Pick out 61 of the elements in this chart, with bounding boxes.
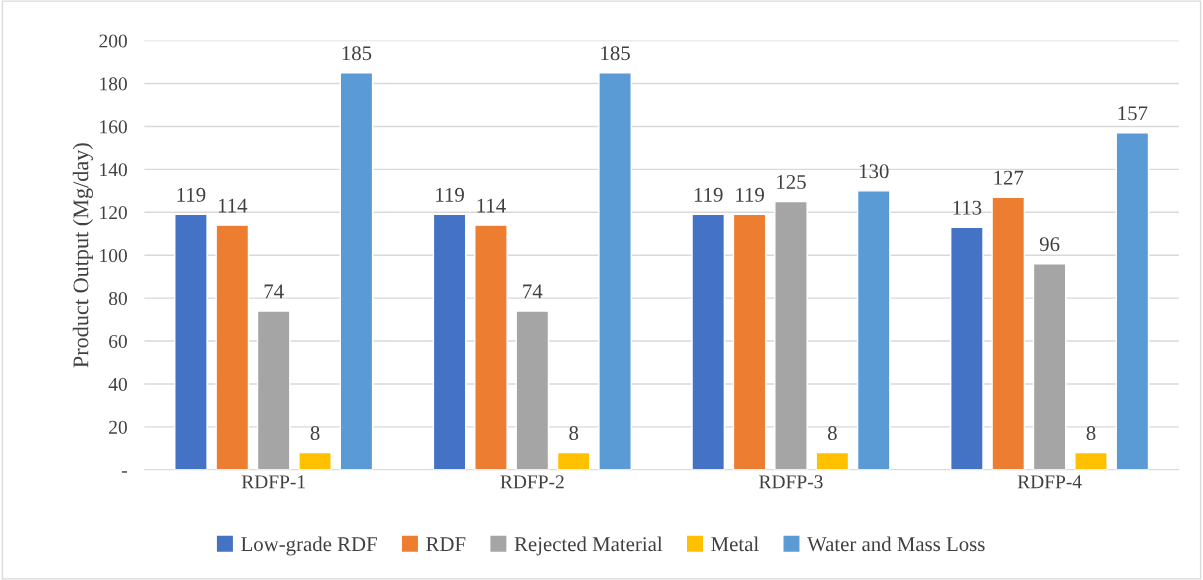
data-label: 74 — [523, 284, 543, 299]
bar — [950, 226, 984, 470]
bar — [856, 190, 891, 470]
data-label: 113 — [953, 200, 982, 215]
y-tick-label: 80 — [108, 291, 127, 306]
y-tick-label: 40 — [108, 377, 127, 391]
bar — [556, 451, 591, 470]
data-label: 157 — [1118, 106, 1148, 121]
data-label: 114 — [218, 198, 248, 213]
bar — [1074, 451, 1108, 470]
bar — [732, 213, 767, 470]
data-label: 96 — [1039, 237, 1060, 252]
data-label: 8 — [1086, 426, 1096, 441]
data-label: 8 — [569, 426, 579, 441]
y-tick-label: 180 — [100, 77, 127, 91]
bar — [815, 451, 850, 470]
data-label: 185 — [601, 46, 630, 61]
y-tick-label: 140 — [100, 163, 127, 177]
y-axis-title: Product Output (Mg/day) — [72, 143, 93, 368]
x-tick-label: RDFP-4 — [1017, 475, 1082, 489]
bar — [691, 213, 726, 470]
legend-label: RDF — [426, 537, 466, 551]
y-tick-label: 120 — [100, 206, 127, 220]
bar — [339, 72, 374, 470]
data-label: 130 — [859, 164, 889, 179]
legend-label: Low-grade RDF — [241, 536, 377, 556]
y-tick-label: 100 — [100, 249, 127, 263]
y-tick-label: 160 — [100, 120, 127, 134]
legend-label: Rejected Material — [514, 536, 663, 556]
data-label: 8 — [827, 426, 837, 441]
bar — [174, 213, 208, 470]
bar — [1115, 132, 1150, 470]
y-tick-label: - — [121, 471, 127, 473]
bar — [432, 213, 467, 470]
data-label: 119 — [436, 187, 464, 202]
data-label: 8 — [310, 426, 320, 441]
y-tick-label: 200 — [99, 34, 127, 48]
bar — [1032, 263, 1067, 470]
bar — [991, 196, 1026, 470]
x-tick-label: RDFP-1 — [241, 475, 305, 489]
y-tick-label: 20 — [109, 420, 127, 434]
data-label: 119 — [694, 187, 723, 202]
bar — [515, 310, 550, 470]
data-label: 185 — [342, 46, 372, 61]
x-tick-label: RDFP-2 — [500, 475, 564, 489]
bar — [256, 310, 291, 470]
data-label: 119 — [736, 187, 764, 202]
data-label: 127 — [994, 170, 1024, 185]
x-tick-label: RDFP-3 — [759, 475, 823, 489]
data-label: 125 — [777, 174, 806, 189]
bar — [474, 224, 508, 470]
data-label: 119 — [177, 187, 206, 202]
bar — [298, 451, 332, 470]
data-label: 114 — [477, 198, 506, 213]
bar — [215, 224, 250, 470]
bar — [774, 200, 808, 470]
bar — [598, 72, 632, 470]
legend-label: Water and Mass Loss — [807, 536, 985, 552]
data-label: 74 — [264, 284, 284, 299]
legend-label: Metal — [711, 536, 759, 552]
y-tick-label: 60 — [109, 334, 127, 348]
